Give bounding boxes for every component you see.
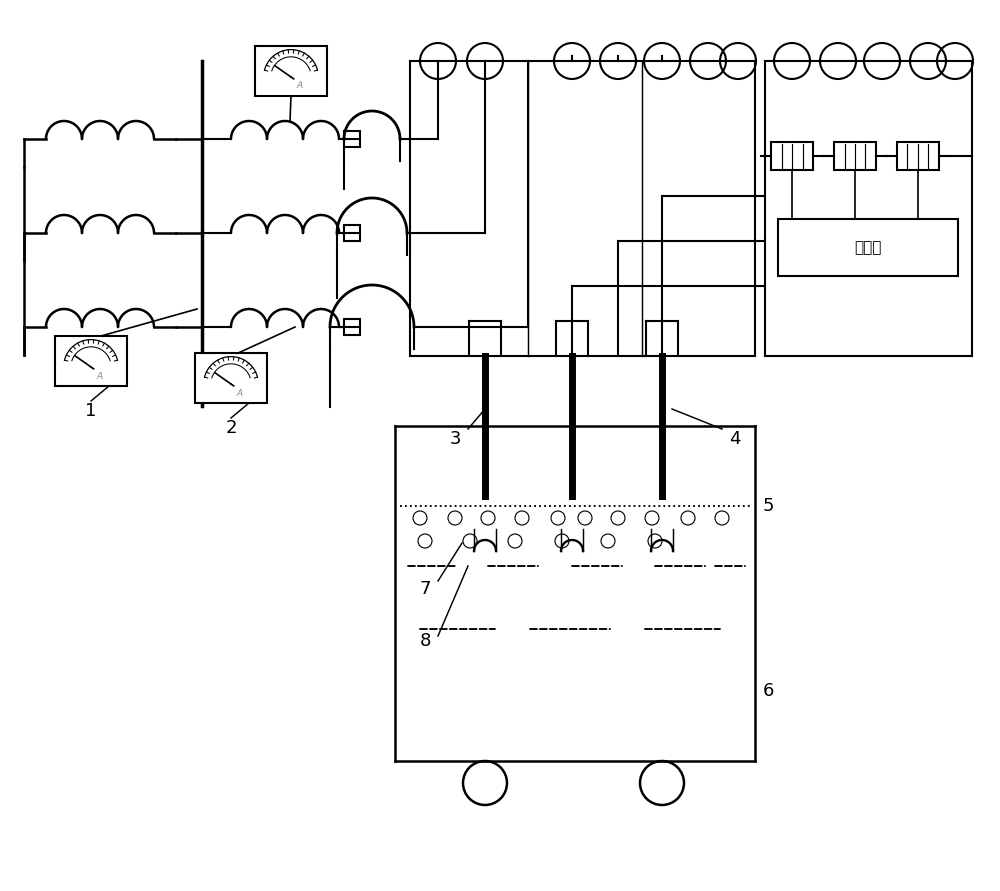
Text: 2: 2 <box>225 419 237 437</box>
Text: A: A <box>97 372 103 380</box>
Bar <box>55 336 127 386</box>
Text: 4: 4 <box>729 430 741 448</box>
Text: 操作台: 操作台 <box>854 240 882 255</box>
Text: 1: 1 <box>85 402 97 420</box>
Bar <box>195 353 267 403</box>
Text: 6: 6 <box>762 682 774 700</box>
Bar <box>834 142 876 170</box>
Text: 3: 3 <box>449 430 461 448</box>
Bar <box>771 142 813 170</box>
Bar <box>778 219 958 276</box>
Bar <box>344 225 360 241</box>
Bar <box>344 319 360 335</box>
Text: 7: 7 <box>419 580 431 598</box>
Bar <box>897 142 939 170</box>
Bar <box>344 131 360 147</box>
Text: 5: 5 <box>762 497 774 515</box>
Bar <box>255 46 327 96</box>
Text: A: A <box>297 81 303 91</box>
Text: A: A <box>237 388 243 397</box>
Text: 8: 8 <box>419 632 431 650</box>
